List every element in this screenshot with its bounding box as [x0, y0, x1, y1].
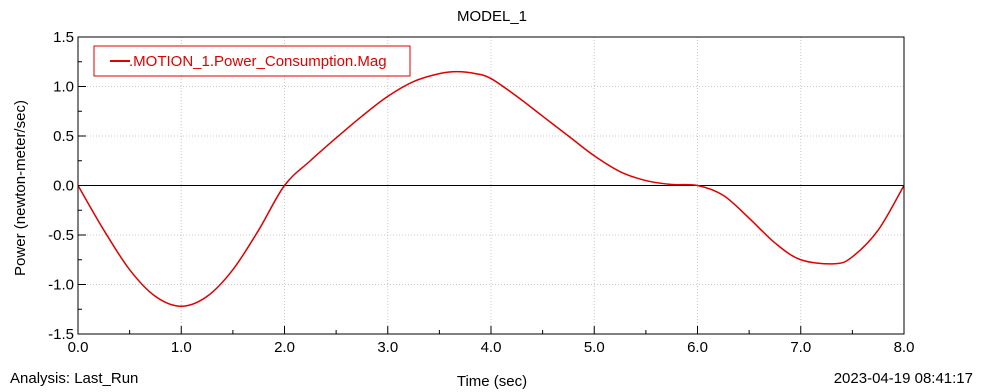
- series-line: [77, 70, 905, 308]
- y-tick-label: -0.5: [48, 227, 74, 244]
- timestamp-label: 2023-04-19 08:41:17: [833, 370, 973, 387]
- plot-frame: [77, 36, 905, 335]
- y-tick-label: 1.0: [53, 79, 74, 96]
- x-tick-label: 0.0: [68, 339, 89, 356]
- y-tick-label: 1.5: [53, 29, 74, 46]
- y-axis-label: Power (newton-meter/sec): [12, 100, 29, 276]
- x-tick-label: 3.0: [377, 339, 398, 356]
- x-tick-label: 7.0: [790, 339, 811, 356]
- x-tick-label: 4.0: [481, 339, 502, 356]
- x-tick-label: 2.0: [274, 339, 295, 356]
- y-tick-label: 0.5: [53, 128, 74, 145]
- y-tick-label: -1.0: [48, 277, 74, 294]
- x-tick-label: 6.0: [687, 339, 708, 356]
- chart-title: MODEL_1: [457, 8, 527, 25]
- x-tick-label: 1.0: [171, 339, 192, 356]
- x-tick-label: 5.0: [584, 339, 605, 356]
- y-tick-label: -1.5: [48, 326, 74, 343]
- series-group: [77, 70, 905, 308]
- x-axis-label: Time (sec): [457, 373, 527, 390]
- y-tick-label: 0.0: [53, 178, 74, 195]
- legend-box: [93, 45, 411, 77]
- y-tick-labels: 1.5 1.0 0.5 0.0 -0.5 -1.0 -1.5: [48, 29, 74, 343]
- legend[interactable]: .MOTION_1.Power_Consumption.Mag: [93, 45, 411, 77]
- legend-label: .MOTION_1.Power_Consumption.Mag: [129, 53, 387, 70]
- x-tick-labels: 0.0 1.0 2.0 3.0 4.0 5.0 6.0 7.0 8.0: [68, 339, 915, 356]
- x-tick-label: 8.0: [894, 339, 915, 356]
- analysis-label: Analysis: Last_Run: [10, 370, 139, 387]
